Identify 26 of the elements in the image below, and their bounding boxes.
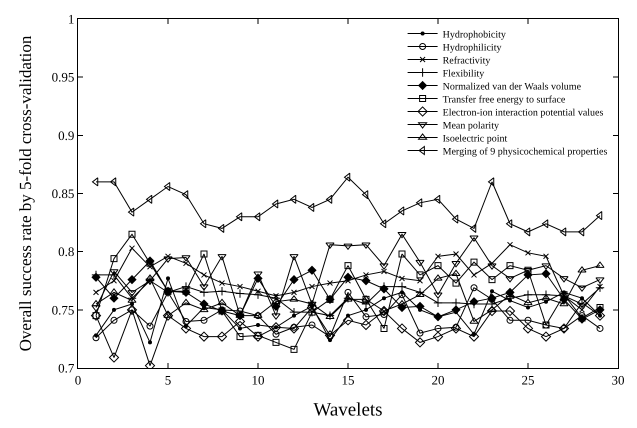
x-tick-label: 0 [74, 372, 82, 388]
x-tick-label: 15 [342, 372, 354, 388]
legend-label: Flexibility [442, 68, 484, 80]
x-tick-label: 30 [612, 372, 624, 388]
legend-label: Transfer free energy to surface [442, 94, 566, 106]
y-tick-label: 0.85 [52, 186, 74, 202]
y-tick-label: 0.8 [58, 244, 74, 260]
y-tick-label: 1 [68, 12, 74, 27]
x-tick-label: 20 [432, 372, 444, 388]
legend-label: Merging of 9 physicochemical properties [442, 146, 608, 158]
x-axis-title: Wavelets [313, 399, 383, 420]
legend-label: Hydrophilicity [442, 42, 502, 54]
x-tick-label: 10 [252, 372, 264, 388]
y-axis-title: Overall success rate by 5-fold cross-validation [16, 35, 36, 352]
legend-label: Refractivity [442, 55, 490, 66]
y-tick-label: 0.75 [52, 302, 74, 318]
x-tick-label: 25 [522, 372, 534, 388]
legend-label: Hydrophobicity [442, 29, 506, 40]
y-tick-label: 0.9 [58, 128, 74, 143]
legend-label: Normalized van der Waals volume [442, 81, 582, 92]
legend-label: Mean polarity [442, 120, 499, 132]
legend-label: Electron-ion interaction potential values [442, 107, 604, 118]
x-tick-label: 5 [164, 372, 172, 388]
legend-label: Isoelectric point [442, 133, 508, 144]
y-tick-label: 0.7 [58, 360, 75, 376]
y-tick-label: 0.95 [52, 70, 74, 85]
